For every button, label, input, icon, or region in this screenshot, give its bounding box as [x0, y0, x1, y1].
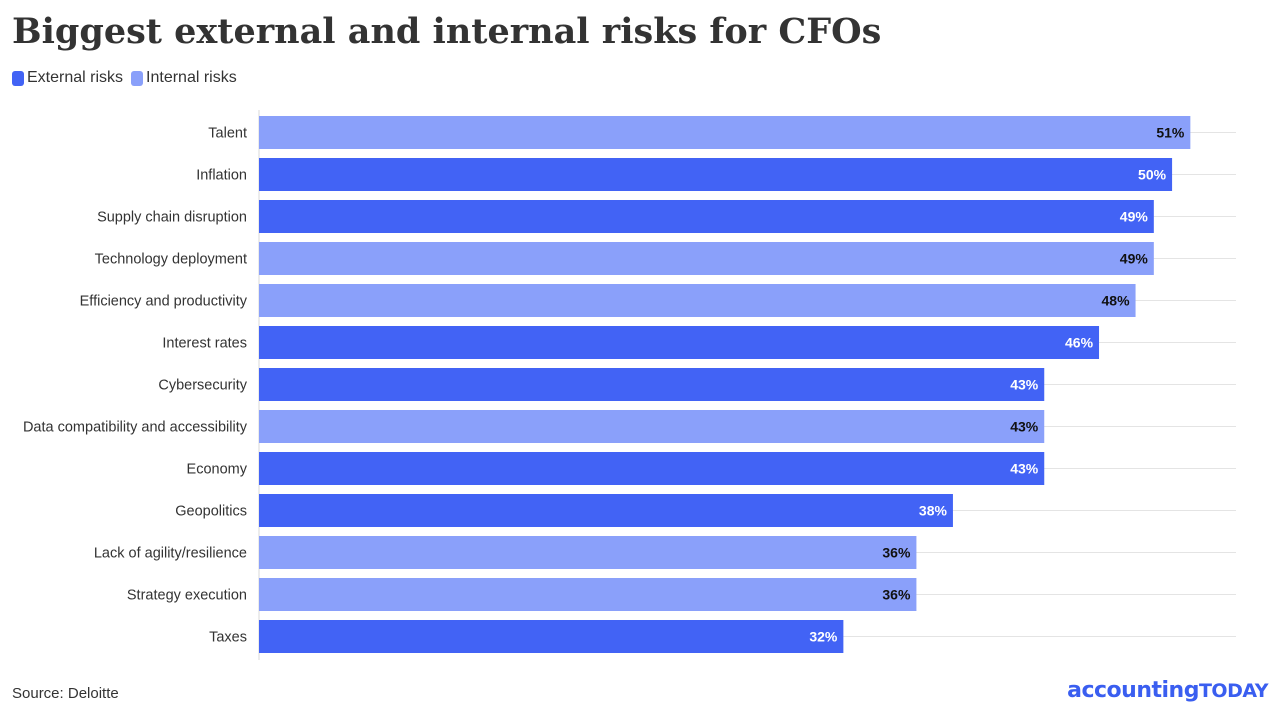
legend-swatch-external: [12, 70, 24, 86]
category-label: Economy: [187, 462, 248, 478]
data-label: 43%: [1010, 419, 1039, 435]
category-label: Efficiency and productivity: [80, 294, 248, 310]
data-label: 49%: [1120, 209, 1149, 225]
bar: [259, 536, 917, 569]
bar: [259, 578, 917, 611]
category-label: Cybersecurity: [158, 378, 247, 394]
chart-legend: External risks Internal risks: [12, 66, 245, 90]
bar: [259, 242, 1154, 275]
data-label: 36%: [882, 545, 911, 561]
category-label: Geopolitics: [175, 504, 247, 520]
data-label: 32%: [809, 629, 838, 645]
legend-swatch-internal: [131, 70, 144, 86]
data-label: 50%: [1138, 167, 1167, 183]
category-label: Technology deployment: [95, 252, 247, 268]
bar: [259, 116, 1191, 149]
bar: [259, 620, 844, 653]
category-label: Supply chain disruption: [97, 210, 247, 226]
logo-word-accounting: accounting: [1067, 678, 1199, 703]
bar: [259, 368, 1045, 401]
legend-label-internal: Internal risks: [146, 69, 237, 86]
category-label: Strategy execution: [127, 588, 247, 604]
category-label: Inflation: [196, 168, 247, 184]
bar-chart: Talent 51% Inflation 50% Supply chain disrup…: [23, 110, 1236, 660]
category-label: Taxes: [209, 630, 247, 646]
bar: [259, 410, 1045, 443]
data-label: 46%: [1065, 335, 1094, 351]
category-label: Talent: [208, 126, 247, 142]
legend-label-external: External risks: [27, 69, 124, 86]
legend-item-internal: Internal risks: [131, 69, 237, 87]
bar: [259, 494, 953, 527]
data-label: 43%: [1010, 377, 1039, 393]
data-label: 38%: [919, 503, 948, 519]
data-label: 49%: [1120, 251, 1149, 267]
data-label: 48%: [1102, 293, 1131, 309]
category-label: Lack of agility/resilience: [94, 546, 247, 562]
bar: [259, 452, 1045, 485]
bar: [259, 326, 1100, 359]
bar: [259, 158, 1173, 191]
bar: [259, 284, 1136, 317]
category-label: Data compatibility and accessibility: [23, 420, 248, 436]
data-label: 43%: [1010, 461, 1039, 477]
source-note: Source: Deloitte: [12, 685, 119, 702]
accounting-today-logo: accountingTODAY: [1067, 678, 1268, 703]
data-label: 36%: [882, 587, 911, 603]
bar: [259, 200, 1154, 233]
legend-item-external: External risks: [12, 69, 123, 87]
category-label: Interest rates: [162, 336, 247, 352]
logo-word-today: TODAY: [1198, 680, 1269, 702]
data-label: 51%: [1156, 125, 1185, 141]
chart-title: Biggest external and internal risks for …: [12, 11, 882, 52]
